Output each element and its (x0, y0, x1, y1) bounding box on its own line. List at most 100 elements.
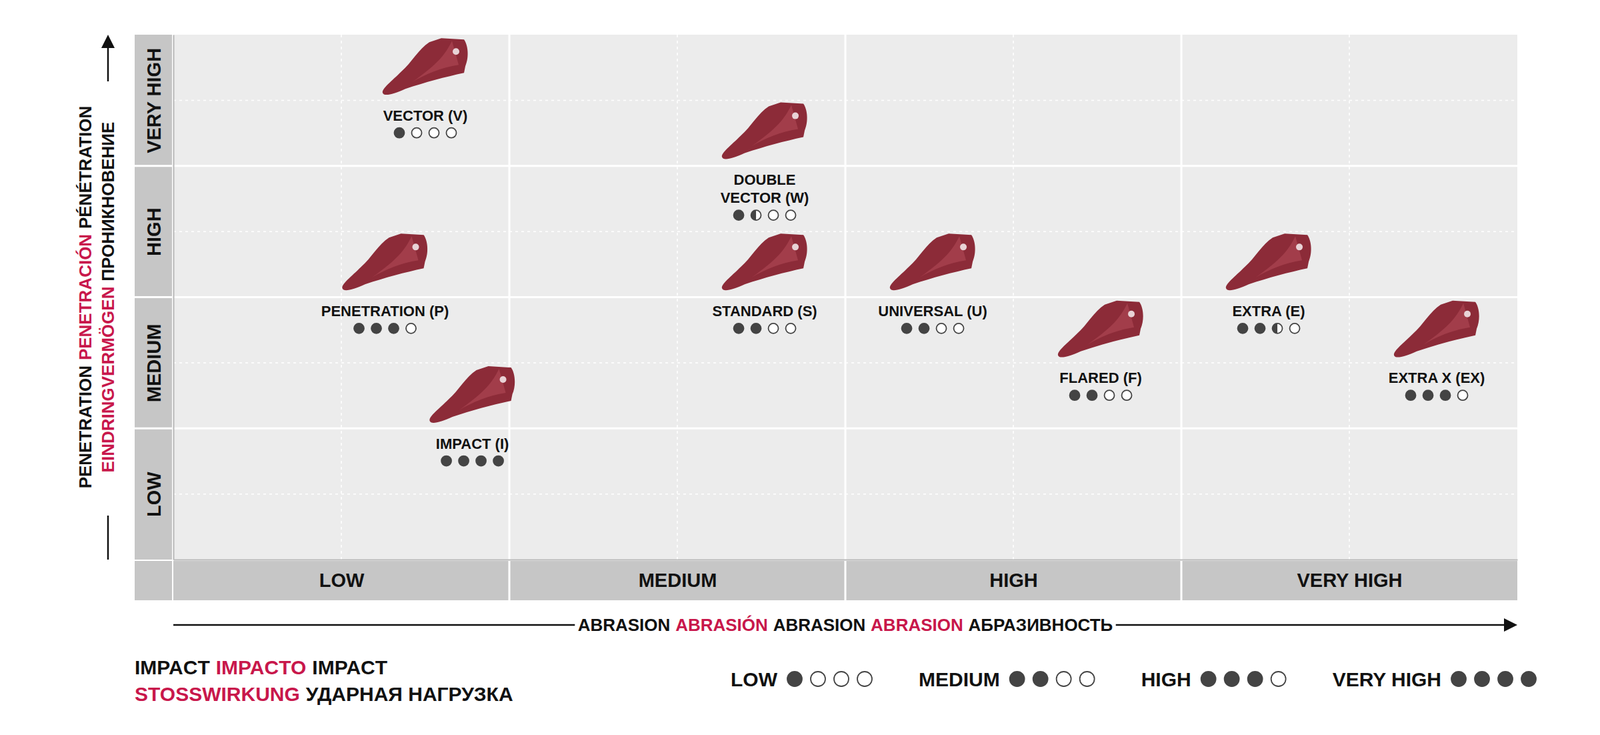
point-label: EXTRA X (EX) (1388, 369, 1486, 386)
tooth (342, 233, 428, 290)
impact-dot (1248, 671, 1263, 686)
y-axis: LOWMEDIUMHIGHVERY HIGH (143, 35, 174, 560)
impact-dot (1290, 323, 1300, 334)
tooth-ridge (1087, 303, 1134, 345)
y-tick: VERY HIGH (143, 48, 174, 154)
tooth-body (1226, 233, 1312, 290)
impact-dot (394, 128, 405, 138)
impact-dot (834, 671, 849, 686)
legend-title-line-part: STOSSWIRKUNG (134, 682, 300, 705)
impact-dot (902, 323, 912, 334)
tooth-hole (792, 243, 799, 250)
y-arrow-head (101, 34, 115, 48)
x-axis: LOW MEDIUM HIGH VERY HIGH (174, 559, 1518, 591)
impact-dot (441, 456, 452, 466)
tooth-body (722, 233, 808, 290)
tooth-body (429, 366, 515, 423)
x-tick: MEDIUM (638, 559, 718, 591)
legend-title-line: IMPACTIMPACTOIMPACT (134, 656, 388, 678)
impact-dot (1056, 671, 1072, 686)
legend-title-line: STOSSWIRKUNG УДАРНАЯ НАГРУЗКА (134, 682, 514, 705)
x-tick: VERY HIGH (1297, 559, 1403, 591)
x-arrow-line (1116, 624, 1510, 626)
impact-dot (1406, 390, 1416, 400)
tooth-body (1058, 300, 1144, 358)
cell-border (134, 296, 1518, 298)
tooth-ridge (919, 236, 966, 278)
impact-dot (1201, 671, 1216, 686)
x-tick-label: VERY HIGH (1297, 569, 1403, 591)
tooth-body (382, 38, 468, 95)
legend-title-line-part: IMPACTO (216, 656, 307, 678)
y-title-line-part: PENETRATION (75, 365, 96, 488)
x-tick: HIGH (989, 559, 1038, 591)
x-axis-title-part: ABRASION (578, 614, 671, 635)
tooth-ridge (412, 40, 459, 82)
legend-title-line-part: УДАРНАЯ НАГРУЗКА (306, 682, 514, 705)
tooth-ridge (1255, 236, 1302, 278)
impact-dot (388, 323, 399, 334)
impact-dot (1010, 671, 1025, 686)
legend-title-line-part: IMPACT (134, 656, 210, 678)
impact-dot (1122, 390, 1132, 400)
x-arrow-tail (173, 624, 575, 626)
impact-dot (1521, 671, 1536, 686)
x-tick-label: LOW (319, 569, 365, 591)
x-axis-title: ABRASIONABRASIÓNABRASIONABRASIONАБРАЗИВН… (578, 614, 1114, 635)
tooth (1226, 233, 1312, 290)
impact-dot (786, 210, 796, 220)
point-label: PENETRATION (P) (321, 302, 449, 320)
y-title-line-part: ПРОНИКНОВЕНИЕ (98, 122, 118, 282)
tooth-body (1394, 300, 1480, 358)
impact-dot (734, 210, 744, 220)
y-tick: LOW (143, 471, 174, 517)
point-label: VECTOR (V) (383, 107, 468, 124)
x-axis-title-part: ABRASION (870, 614, 964, 635)
impact-dot (1080, 671, 1095, 686)
legend-label: HIGH (1141, 668, 1192, 690)
x-axis-title-part: АБРАЗИВНОСТЬ (968, 614, 1114, 635)
tooth-hole (412, 243, 420, 250)
tooth-hole (960, 243, 967, 250)
impact-dot (412, 128, 422, 138)
cell-border (134, 164, 1518, 167)
point-label: UNIVERSAL (U) (878, 302, 987, 320)
point-label: FLARED (F) (1059, 369, 1142, 386)
impact-dot (1238, 323, 1248, 334)
y-tick-label: LOW (143, 471, 165, 517)
impact-dot (446, 128, 457, 138)
legend-label: MEDIUM (918, 668, 1000, 690)
y-tick-label: MEDIUM (143, 324, 165, 403)
y-axis-line (173, 35, 175, 560)
tooth-hole (1128, 310, 1135, 318)
impact-dot (1271, 671, 1286, 686)
impact-dot (954, 323, 964, 334)
impact-dot (857, 671, 872, 686)
impact-dot (1087, 390, 1098, 400)
tooth-body (342, 233, 428, 290)
impact-dot (787, 671, 802, 686)
impact-dot (1033, 671, 1048, 686)
point-label: EXTRA (E) (1232, 302, 1305, 320)
legend-title-line-part: IMPACT (312, 656, 388, 678)
corner-band (134, 560, 172, 600)
y-title-line: PENETRATIONPENETRACIÓNPÉNÉTRATION (75, 106, 96, 489)
tooth-ridge (459, 368, 506, 410)
impact-dot (810, 671, 826, 686)
impact-dot (406, 323, 416, 334)
point-label: DOUBLE (734, 171, 796, 188)
tooth-ridge (751, 236, 798, 278)
tooth (1058, 300, 1144, 358)
tooth-ridge (372, 236, 419, 278)
tooth (429, 366, 515, 423)
tooth-hole (500, 376, 507, 383)
y-title-line-part: EINDRINGVERMÖGEN (98, 286, 118, 473)
impact-dot (354, 323, 364, 334)
tooth (722, 102, 808, 160)
y-title-line: EINDRINGVERMÖGEN ПРОНИКНОВЕНИЕ (98, 122, 118, 473)
impact-dot (786, 323, 796, 334)
impact-dot (1423, 390, 1434, 400)
point-label: IMPACT (I) (436, 435, 510, 452)
x-axis-line (174, 559, 1518, 561)
tooth-hole (1296, 243, 1303, 250)
